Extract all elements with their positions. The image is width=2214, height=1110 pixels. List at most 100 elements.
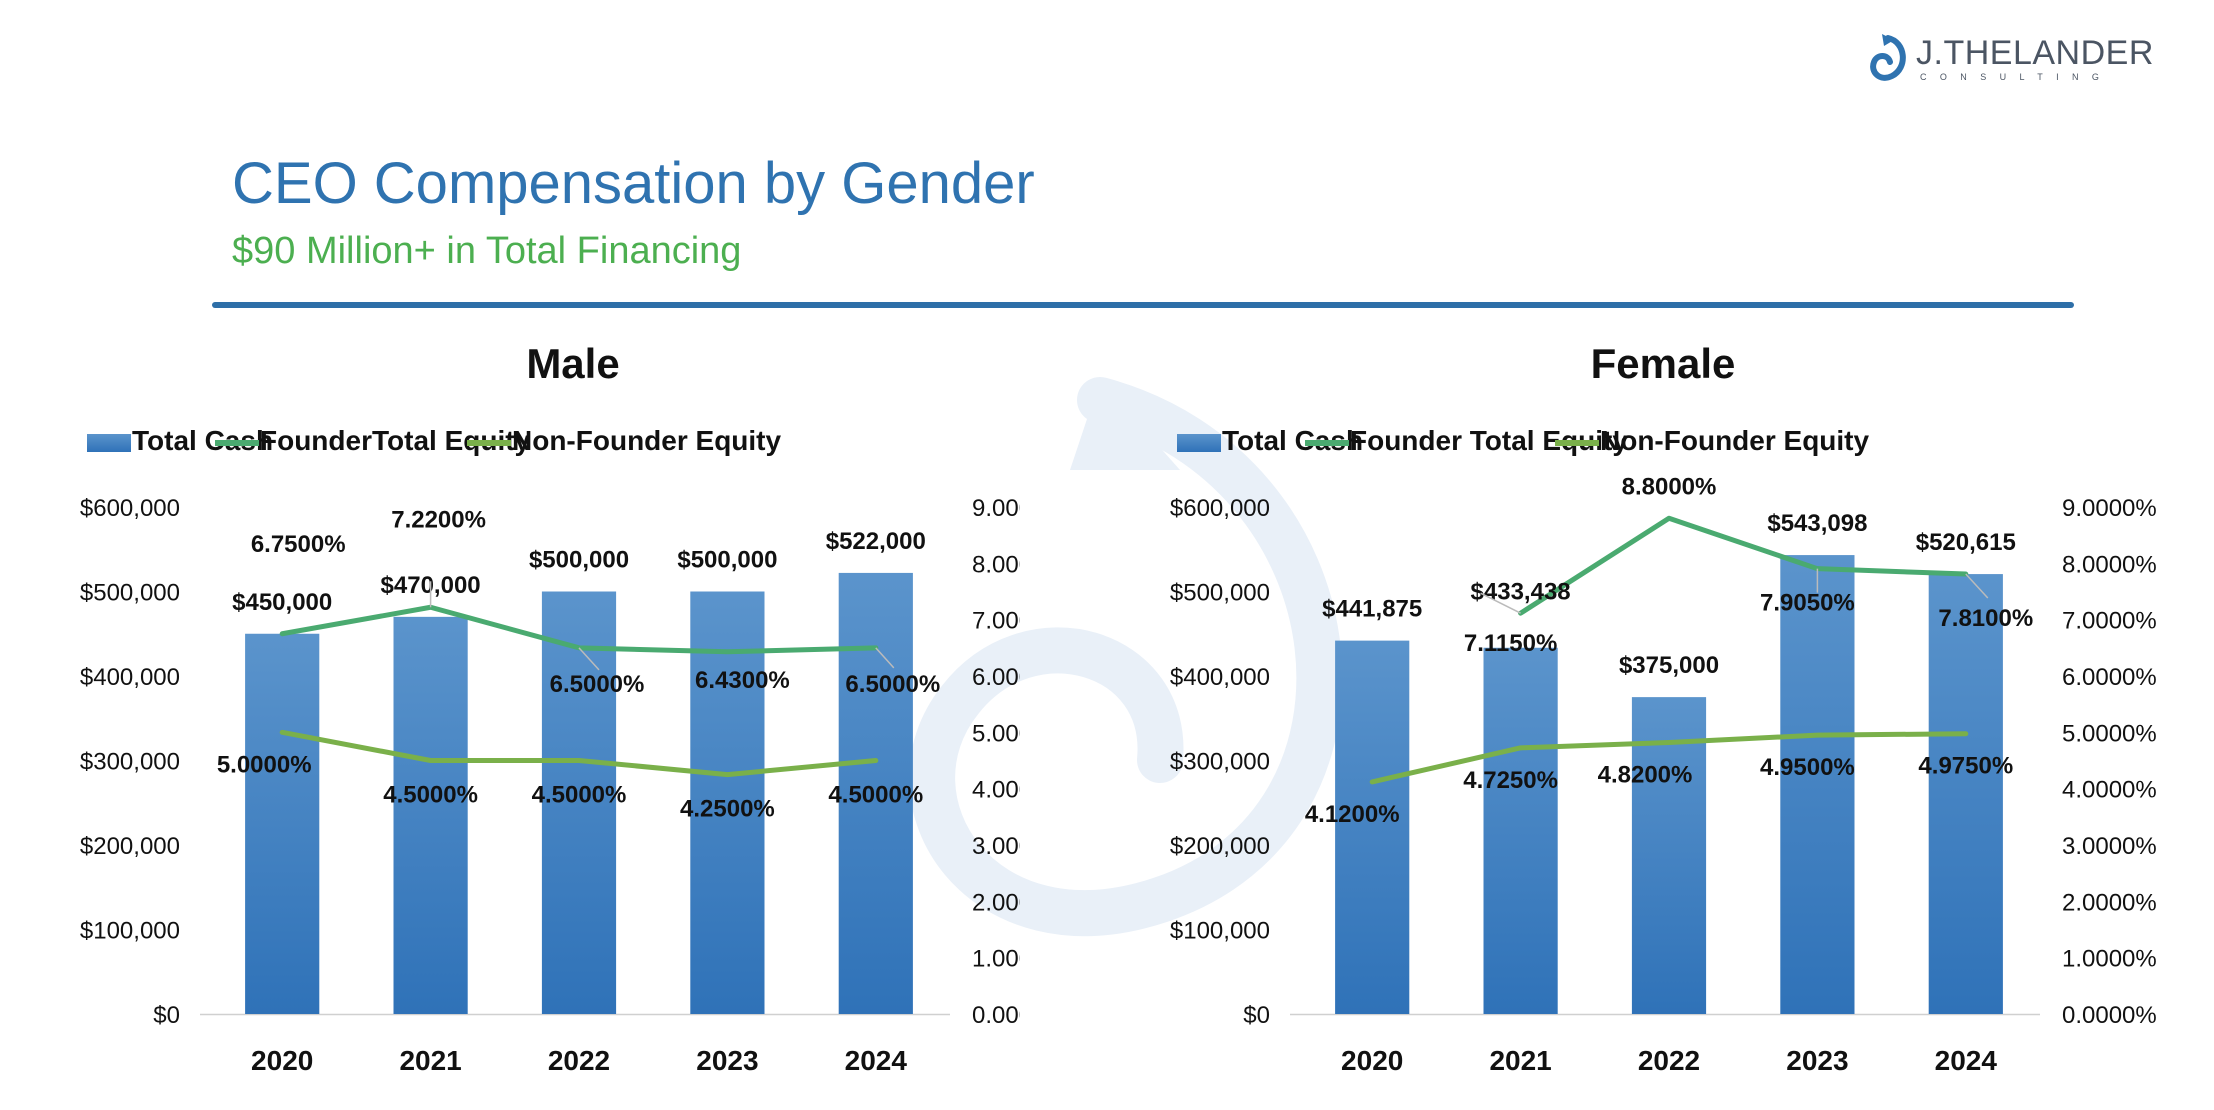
- y-right-tick-label: 5.0000%: [2062, 720, 2157, 747]
- y-right-tick-label: 4.0000%: [2062, 777, 2157, 804]
- y-left-tick-label: $400,000: [80, 664, 180, 691]
- y-left-tick-label: $0: [153, 1002, 180, 1029]
- x-tick-label: 2022: [1638, 1045, 1700, 1076]
- non-founder-data-label: 4.2500%: [680, 796, 775, 823]
- y-right-tick-label: 3.0000%: [972, 833, 1020, 860]
- founder-data-label: 6.5000%: [845, 671, 940, 698]
- founder-data-label: 8.8000%: [1622, 473, 1717, 500]
- y-right-tick-label: 8.0000%: [2062, 551, 2157, 578]
- non-founder-data-label: 4.8200%: [1598, 761, 1693, 788]
- y-left-tick-label: $100,000: [80, 918, 180, 945]
- y-right-tick-label: 4.0000%: [972, 777, 1020, 804]
- line-non-founder-equity: [1369, 731, 1969, 785]
- y-left-tick-label: $500,000: [80, 580, 180, 607]
- bar-total-cash: [541, 591, 617, 1014]
- x-tick-label: 2022: [548, 1045, 610, 1076]
- y-right-tick-label: 5.0000%: [972, 720, 1020, 747]
- x-tick-label: 2020: [1341, 1045, 1403, 1076]
- x-tick-label: 2021: [1489, 1045, 1551, 1076]
- x-tick-label: 2023: [696, 1045, 758, 1076]
- y-right-tick-label: 0.0000%: [972, 1002, 1020, 1029]
- y-right-tick-label: 9.0000%: [972, 495, 1020, 522]
- non-founder-data-label: 4.1200%: [1305, 801, 1400, 828]
- y-left-tick-label: $200,000: [80, 833, 180, 860]
- non-founder-data-label: 4.7250%: [1463, 767, 1558, 794]
- bar-total-cash: [1483, 647, 1558, 1014]
- legend-swatch-total-cash: [87, 434, 131, 452]
- bar-data-label: $441,875: [1322, 596, 1422, 623]
- y-right-tick-label: 8.0000%: [972, 551, 1020, 578]
- legend-label: Non-Founder Equity: [1600, 425, 1870, 456]
- legend-swatch-total-cash: [1177, 434, 1221, 452]
- bar-data-label: $450,000: [232, 589, 332, 616]
- y-left-tick-label: $200,000: [1170, 833, 1270, 860]
- y-left-tick-label: $400,000: [1170, 664, 1270, 691]
- bar-data-label: $522,000: [826, 528, 926, 555]
- non-founder-data-label: 4.9500%: [1760, 754, 1855, 781]
- non-founder-data-label: 4.5000%: [828, 782, 923, 809]
- bar-data-label: $375,000: [1619, 652, 1719, 679]
- logo-name: J.THELANDER: [1916, 34, 2154, 72]
- founder-data-label: 7.8100%: [1938, 605, 2033, 632]
- leader-line: [875, 647, 895, 669]
- y-right-tick-label: 7.0000%: [972, 608, 1020, 635]
- y-left-tick-label: $600,000: [80, 495, 180, 522]
- page-title: CEO Compensation by Gender: [232, 151, 1035, 216]
- bar-total-cash: [393, 616, 468, 1014]
- line-founder-equity: [1518, 515, 1969, 616]
- leader-line: [1480, 592, 1521, 614]
- legend-label: Non-Founder Equity: [512, 425, 782, 456]
- y-right-tick-label: 2.0000%: [2062, 889, 2157, 916]
- bar-data-label: $433,438: [1471, 579, 1571, 606]
- y-right-tick-label: 3.0000%: [2062, 833, 2157, 860]
- bar-total-cash: [690, 591, 765, 1014]
- leader-line: [578, 647, 600, 671]
- y-right-tick-label: 6.0000%: [2062, 664, 2157, 691]
- swirl-logo-icon: [1870, 34, 1906, 81]
- x-tick-label: 2024: [1935, 1045, 1998, 1076]
- founder-data-label: 6.7500%: [251, 531, 346, 558]
- founder-data-label: 7.9050%: [1760, 590, 1855, 617]
- y-right-tick-label: 1.0000%: [2062, 946, 2157, 973]
- y-left-tick-label: $100,000: [1170, 918, 1270, 945]
- founder-data-label: 6.4300%: [695, 667, 790, 694]
- chart-title: Male: [526, 340, 619, 387]
- y-right-tick-label: 0.0000%: [2062, 1002, 2157, 1029]
- non-founder-data-label: 4.9750%: [1918, 753, 2013, 780]
- bar-data-label: $520,615: [1916, 529, 2016, 556]
- chart-title: Female: [1591, 340, 1736, 387]
- x-tick-label: 2020: [251, 1045, 313, 1076]
- leader-line: [1965, 573, 1989, 599]
- y-left-tick-label: $0: [1243, 1002, 1270, 1029]
- bar-data-label: $500,000: [677, 547, 777, 574]
- y-right-tick-label: 2.0000%: [972, 889, 1020, 916]
- y-left-tick-label: $600,000: [1170, 495, 1270, 522]
- line-non-founder-equity: [279, 729, 879, 778]
- non-founder-data-label: 5.0000%: [217, 751, 312, 778]
- x-tick-label: 2024: [845, 1045, 908, 1076]
- bar-total-cash: [245, 633, 320, 1014]
- non-founder-data-label: 4.5000%: [532, 782, 627, 809]
- y-right-tick-label: 6.0000%: [972, 664, 1020, 691]
- x-tick-label: 2021: [399, 1045, 461, 1076]
- y-left-tick-label: $300,000: [1170, 749, 1270, 776]
- non-founder-data-label: 4.5000%: [383, 782, 478, 809]
- y-left-tick-label: $300,000: [80, 749, 180, 776]
- y-right-tick-label: 9.0000%: [2062, 495, 2157, 522]
- bar-total-cash: [1780, 555, 1855, 1014]
- logo-tagline: CONSULTING: [1920, 72, 2113, 82]
- title-divider: [212, 302, 2074, 308]
- founder-data-label: 7.1150%: [1464, 630, 1557, 657]
- bar-data-label: $543,098: [1767, 510, 1867, 537]
- y-left-tick-label: $500,000: [1170, 580, 1270, 607]
- bar-data-label: $500,000: [529, 547, 629, 574]
- page-subtitle: $90 Million+ in Total Financing: [232, 230, 742, 272]
- founder-data-label: 6.5000%: [550, 671, 645, 698]
- bar-total-cash: [1631, 697, 1707, 1014]
- company-logo: J.THELANDER CONSULTING: [1864, 32, 2194, 90]
- bar-total-cash: [1335, 640, 1410, 1014]
